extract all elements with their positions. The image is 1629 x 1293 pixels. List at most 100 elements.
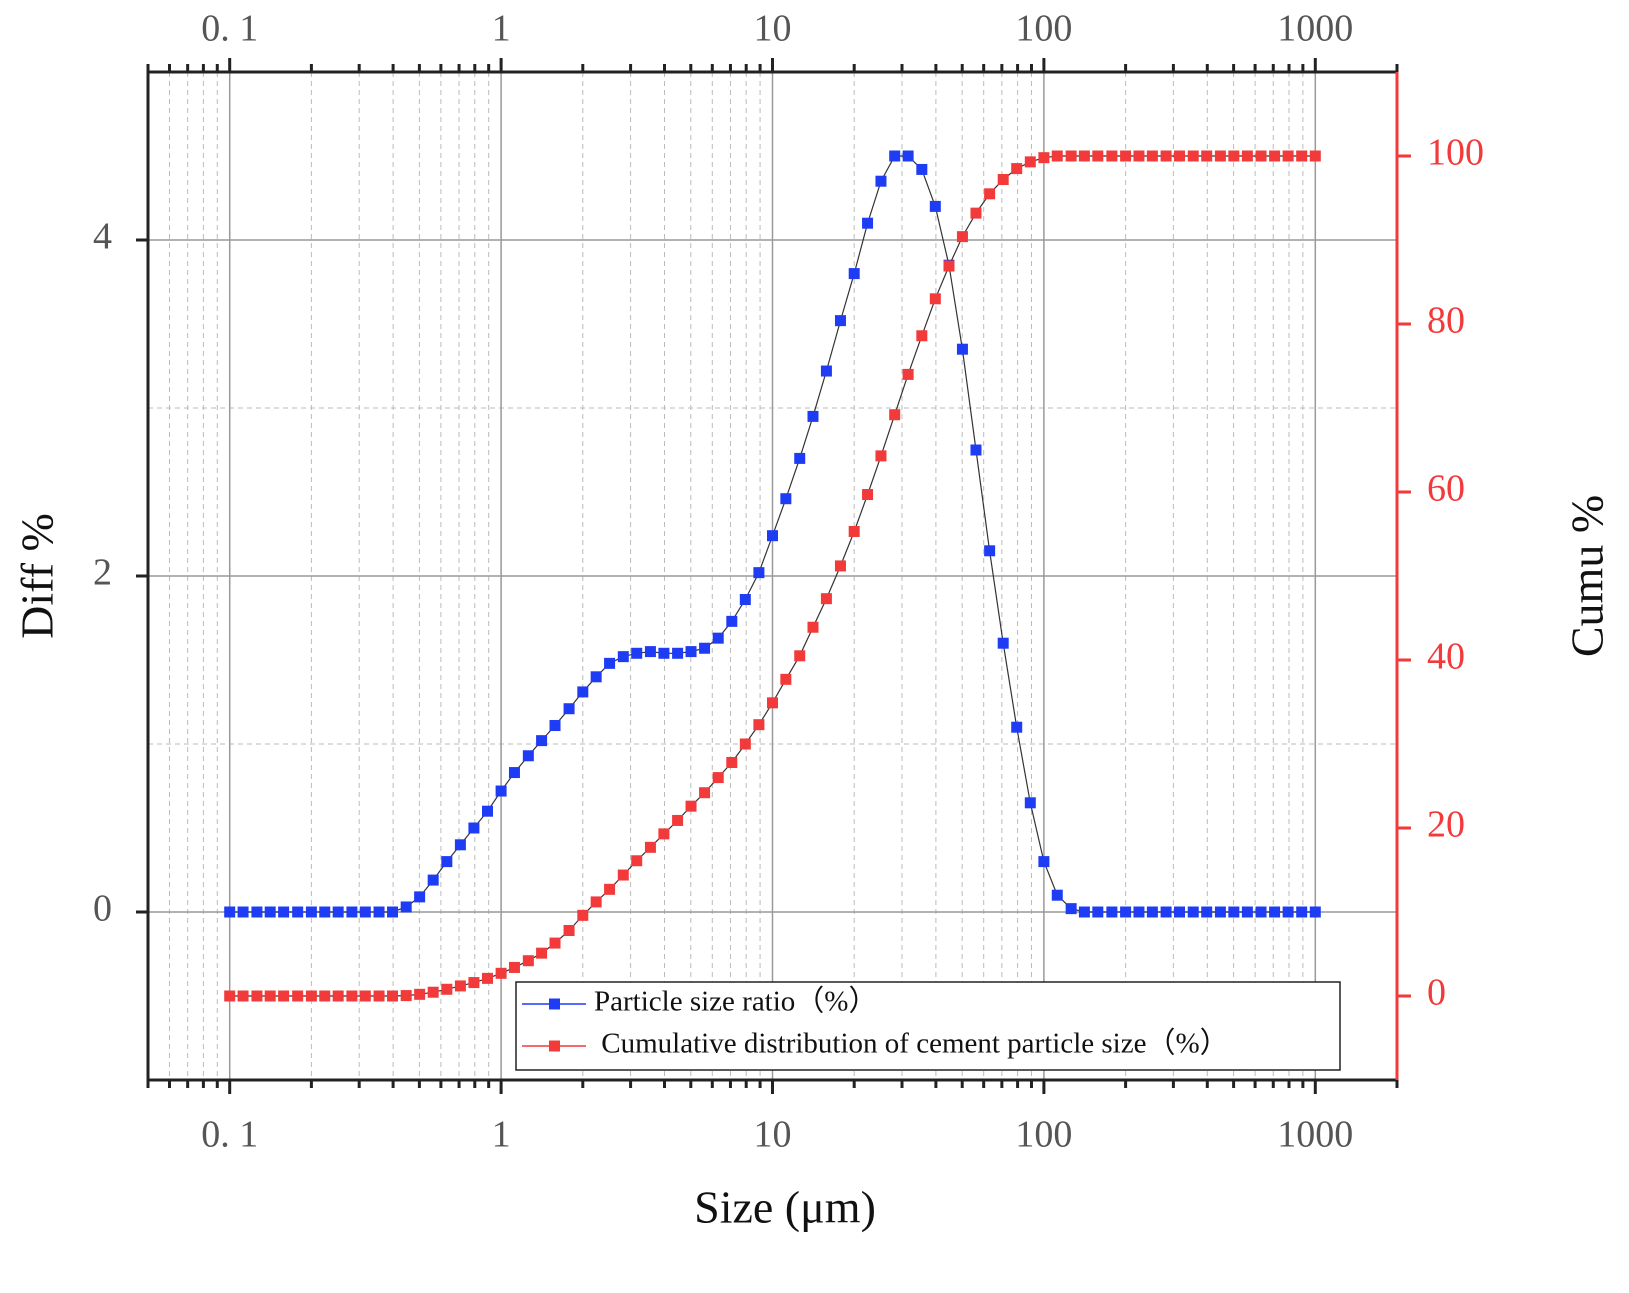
marker: [251, 906, 263, 918]
marker: [1214, 906, 1226, 918]
y2-tick-label: 100: [1427, 132, 1484, 174]
marker: [1296, 906, 1308, 918]
marker: [292, 906, 304, 918]
marker: [1241, 150, 1253, 162]
marker: [522, 955, 534, 967]
marker: [984, 545, 996, 557]
marker: [984, 188, 996, 200]
x-tick-label: 100: [1015, 1114, 1072, 1156]
x-top-tick-label: 10: [754, 8, 792, 50]
x-top-tick-label: 0. 1: [201, 8, 258, 50]
marker: [346, 906, 358, 918]
y2-tick-label: 0: [1427, 972, 1446, 1014]
y2-tick-label: 60: [1427, 468, 1465, 510]
marker: [889, 409, 901, 421]
x-tick-label: 1000: [1277, 1114, 1353, 1156]
x-tick-label: 1: [492, 1114, 511, 1156]
marker: [672, 647, 684, 659]
marker: [1078, 150, 1090, 162]
marker: [604, 657, 616, 669]
marker: [970, 444, 982, 456]
marker: [481, 972, 493, 984]
marker: [237, 906, 249, 918]
marker: [292, 990, 304, 1002]
marker: [522, 750, 534, 762]
marker: [875, 175, 887, 187]
marker: [644, 646, 656, 658]
marker: [468, 977, 480, 989]
x-axis-title: Size (μm): [694, 1182, 876, 1233]
marker: [577, 909, 589, 921]
marker: [1309, 906, 1321, 918]
marker: [1282, 150, 1294, 162]
marker: [264, 990, 276, 1002]
marker: [454, 839, 466, 851]
marker: [916, 163, 928, 175]
marker: [590, 671, 602, 683]
marker: [862, 489, 874, 501]
marker: [1065, 903, 1077, 915]
y2-tick-label: 40: [1427, 636, 1465, 678]
marker: [305, 906, 317, 918]
marker: [454, 980, 466, 992]
legend-label: Particle size ratio（%）: [594, 986, 877, 1018]
marker: [549, 720, 561, 732]
marker: [1174, 150, 1186, 162]
marker: [1051, 889, 1063, 901]
marker: [644, 841, 656, 853]
y-tick-label: 0: [93, 888, 112, 930]
marker: [1133, 150, 1145, 162]
marker: [929, 293, 941, 305]
marker: [332, 906, 344, 918]
legend-marker: [549, 998, 560, 1010]
marker: [495, 967, 507, 979]
y2-tick-label: 80: [1427, 300, 1465, 342]
marker: [563, 924, 575, 936]
marker: [563, 703, 575, 715]
marker: [1011, 163, 1023, 175]
marker: [414, 988, 426, 1000]
marker: [1051, 150, 1063, 162]
marker: [224, 906, 236, 918]
marker: [658, 828, 670, 840]
marker: [807, 621, 819, 633]
marker: [508, 961, 520, 973]
marker: [1106, 906, 1118, 918]
marker: [672, 814, 684, 826]
marker: [699, 787, 711, 799]
marker: [1201, 150, 1213, 162]
marker: [224, 990, 236, 1002]
marker: [495, 785, 507, 797]
marker: [997, 174, 1009, 186]
marker: [427, 986, 439, 998]
marker: [780, 493, 792, 505]
legend-box: [515, 981, 1341, 1071]
marker: [712, 772, 724, 784]
marker: [264, 906, 276, 918]
marker: [1120, 906, 1132, 918]
y2-axis-title: Cumu %: [1562, 495, 1613, 657]
marker: [834, 560, 846, 572]
marker: [1133, 906, 1145, 918]
marker: [481, 805, 493, 817]
marker: [278, 990, 290, 1002]
marker: [346, 990, 358, 1002]
y2-tick-label: 20: [1427, 804, 1465, 846]
marker: [929, 200, 941, 212]
marker: [820, 365, 832, 377]
y-tick-label: 4: [93, 216, 112, 258]
marker: [604, 883, 616, 895]
marker: [1146, 906, 1158, 918]
marker: [536, 735, 548, 747]
marker: [739, 738, 751, 750]
marker: [875, 450, 887, 462]
marker: [794, 452, 806, 464]
marker: [468, 822, 480, 834]
marker: [862, 217, 874, 229]
marker: [1269, 906, 1281, 918]
marker: [726, 756, 738, 768]
marker: [305, 990, 317, 1002]
marker: [387, 906, 399, 918]
marker: [1187, 906, 1199, 918]
